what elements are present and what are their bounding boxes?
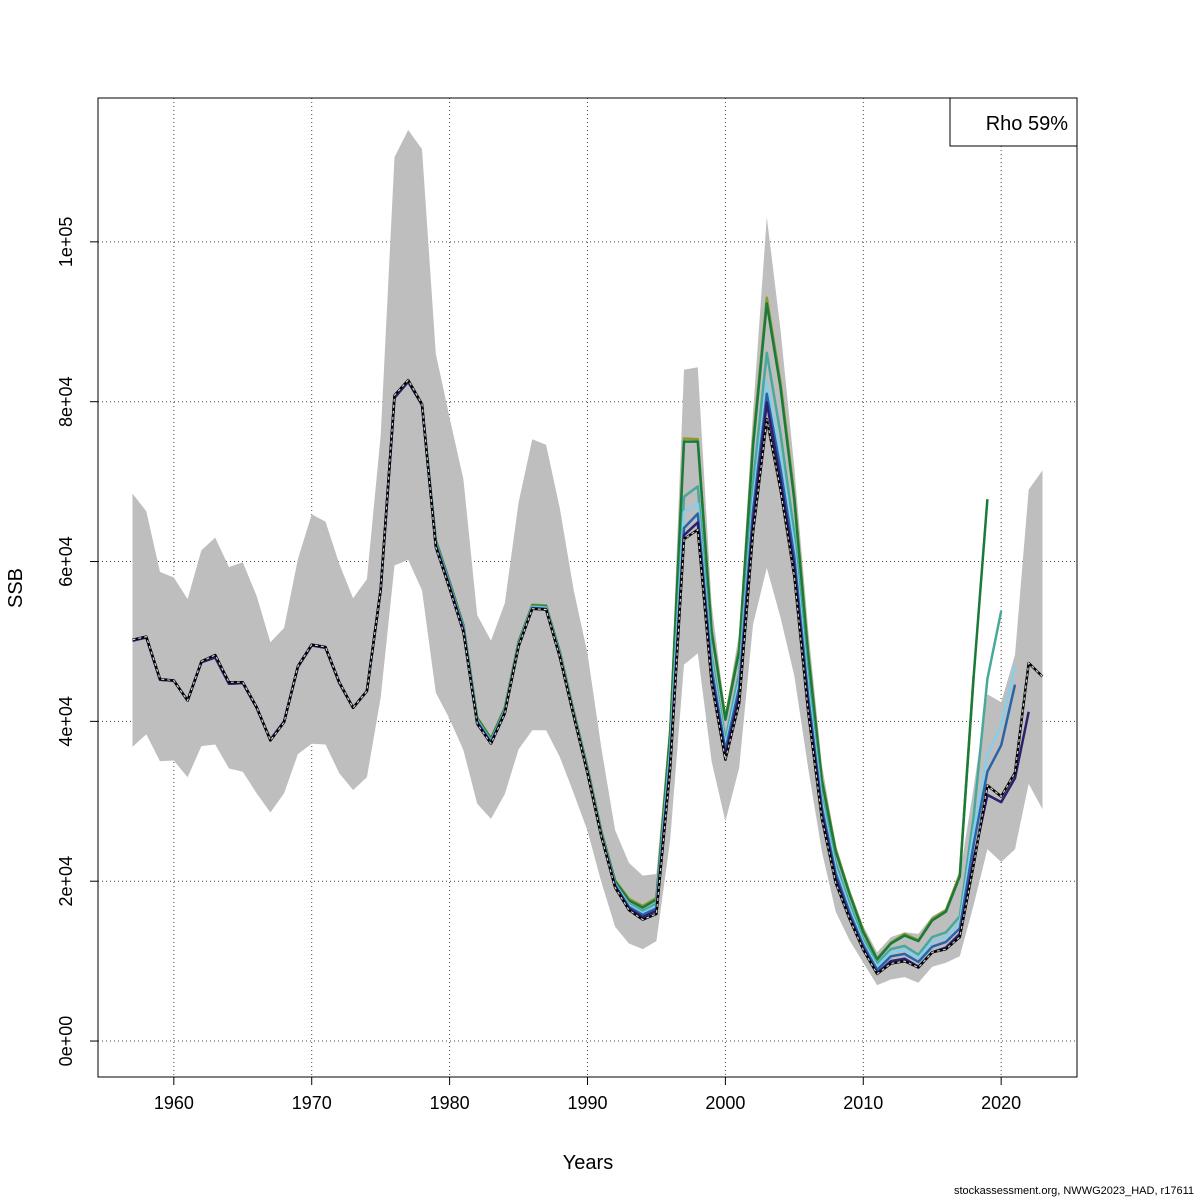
y-tick-label: 2e+04: [56, 856, 76, 907]
y-tick-label: 8e+04: [56, 376, 76, 427]
y-tick-label: 6e+04: [56, 536, 76, 587]
y-axis-title: SSB: [5, 568, 27, 608]
series-lines: [132, 296, 1044, 976]
x-tick-label: 1990: [567, 1093, 607, 1113]
x-tick-label: 1960: [154, 1093, 194, 1113]
legend: Rho 59%: [949, 97, 1078, 147]
x-axis-title: Years: [563, 1152, 613, 1174]
x-tick-label: 2020: [981, 1093, 1021, 1113]
series-line-base: [132, 378, 1044, 976]
x-tick-label: 1980: [430, 1093, 470, 1113]
x-axis: 1960 1970 1980 1990 2000 2010 2020: [154, 1077, 1021, 1113]
x-tick-label: 1970: [292, 1093, 332, 1113]
y-tick-label: 1e+05: [56, 217, 76, 268]
y-tick-label: 0e+00: [56, 1016, 76, 1067]
y-tick-label: 4e+04: [56, 696, 76, 747]
legend-text: Rho 59%: [986, 113, 1068, 135]
footer-credit: stockassessment.org, NWWG2023_HAD, r1761…: [953, 1185, 1194, 1197]
y-axis: 0e+00 2e+04 4e+04 6e+04 8e+04 1e+05: [56, 217, 98, 1067]
legend-box: [949, 97, 1078, 147]
x-tick-label: 2010: [843, 1093, 883, 1113]
x-tick-label: 2000: [705, 1093, 745, 1113]
